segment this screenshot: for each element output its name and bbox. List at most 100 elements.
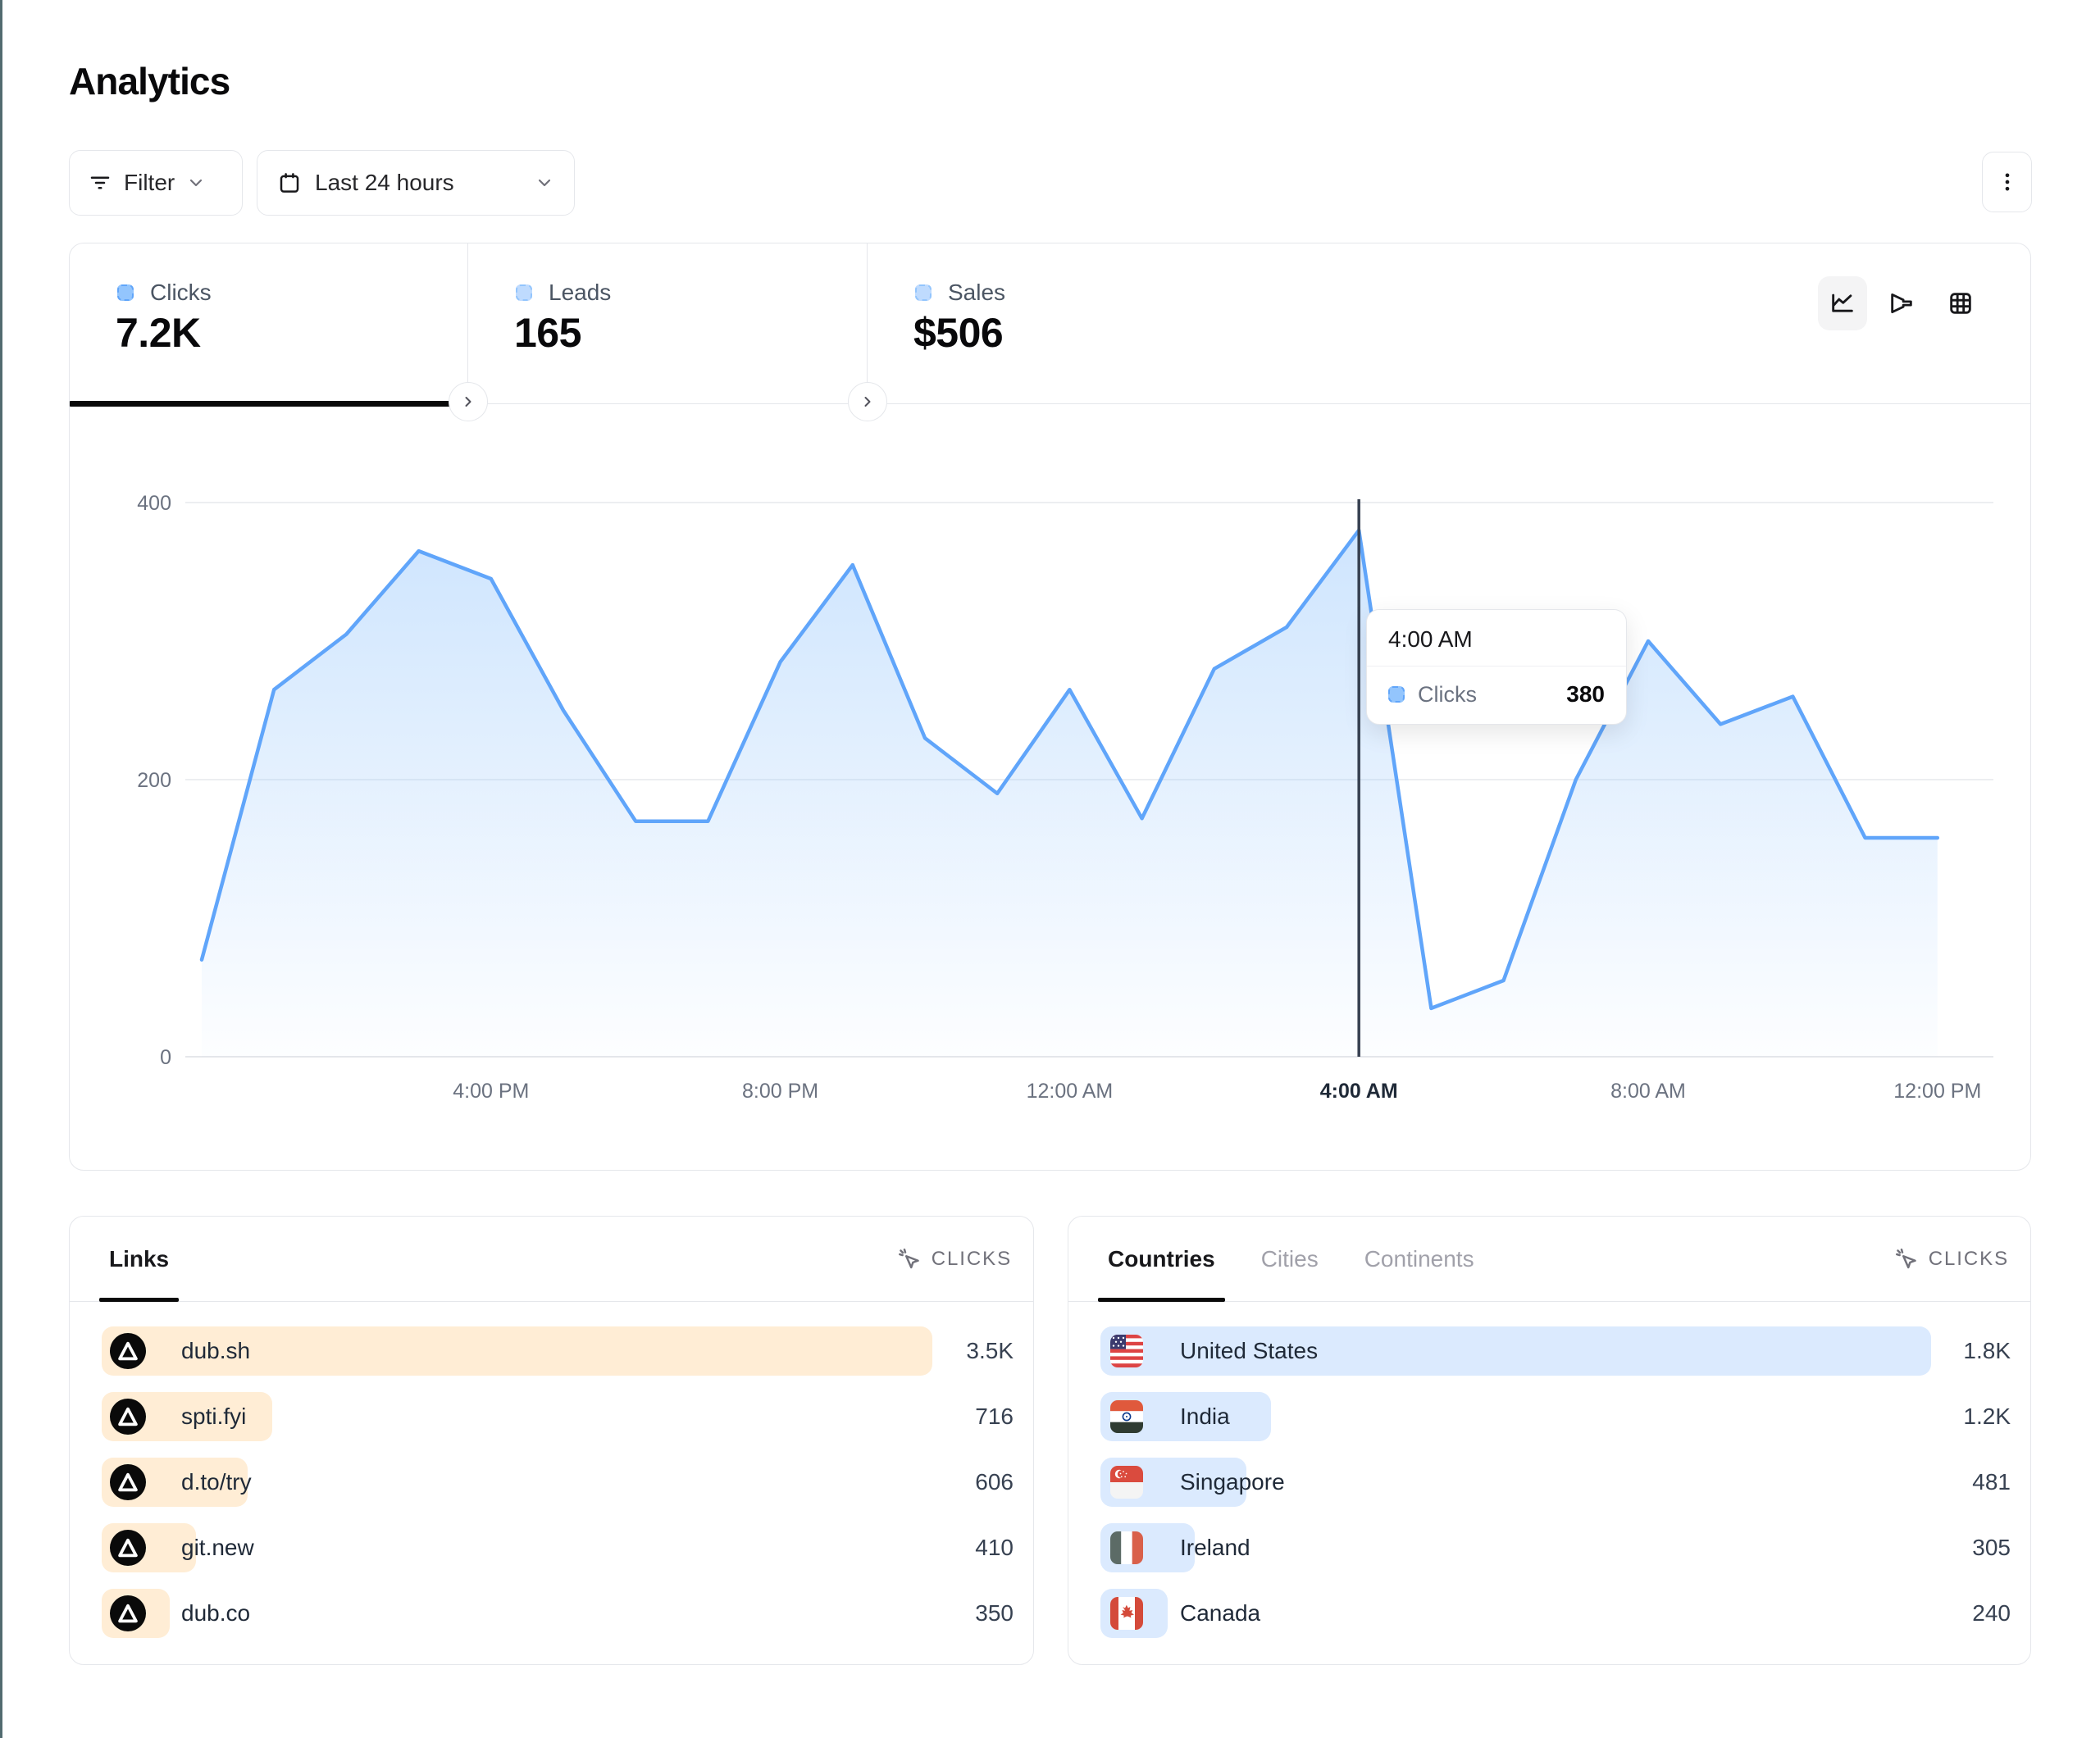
link-row[interactable]: spti.fyi 716: [102, 1392, 1015, 1441]
metric-tabs-row: Clicks 7.2K Leads 165 Sales $506: [70, 243, 2030, 421]
tab-cities-label: Cities: [1260, 1245, 1319, 1272]
kebab-menu-icon: [2005, 173, 2009, 191]
tab-links[interactable]: Links: [99, 1217, 180, 1302]
country-clicks-value: 305: [1972, 1535, 2011, 1560]
country-row[interactable]: Ireland 305: [1100, 1523, 2012, 1572]
tooltip-value: 380: [1566, 681, 1605, 707]
svg-text:12:00 AM: 12:00 AM: [1027, 1080, 1114, 1103]
tab-divider-chevron-button[interactable]: [848, 382, 887, 421]
area-chart-canvas[interactable]: 0 200 400 4:00 PM 8:00 PM 12:00 AM 4:00 AM 8:0…: [70, 394, 2030, 1170]
countries-rows: United States 1.8K India 1.2K Singapore …: [1100, 1326, 2012, 1654]
links-metric-column-header[interactable]: CLICKS: [897, 1247, 1012, 1272]
funnel-icon: [1891, 293, 1912, 314]
link-clicks-value: 716: [975, 1404, 1014, 1429]
tab-underline: [99, 1298, 180, 1302]
sales-series-swatch: [915, 284, 932, 301]
country-label: India: [1180, 1404, 1230, 1429]
link-clicks-value: 3.5K: [966, 1338, 1014, 1363]
countries-panel: Countries Cities Continents CLICKS Unite…: [1068, 1216, 2031, 1665]
page-edge-strip: [0, 0, 2, 1738]
country-row[interactable]: India 1.2K: [1100, 1392, 2012, 1441]
link-row-bar: [102, 1326, 932, 1376]
more-options-button[interactable]: [1982, 152, 2032, 212]
tab-underline: [1098, 1298, 1225, 1302]
links-metric-column-label: CLICKS: [931, 1247, 1012, 1270]
svg-text:8:00 AM: 8:00 AM: [1610, 1080, 1686, 1103]
line-chart-view-button[interactable]: [1818, 276, 1867, 330]
metric-label: Clicks: [150, 280, 212, 305]
svg-text:4:00 PM: 4:00 PM: [453, 1080, 529, 1103]
filter-button[interactable]: Filter: [69, 150, 243, 216]
countries-metric-column-header[interactable]: CLICKS: [1894, 1247, 2009, 1272]
chevron-down-icon: [190, 179, 203, 187]
pointer-click-icon: [898, 1248, 919, 1268]
svg-text:4:00 AM: 4:00 AM: [1320, 1080, 1398, 1103]
chevron-right-icon: [864, 397, 871, 407]
active-tab-underline: [70, 401, 468, 407]
pointer-click-icon: [1895, 1248, 1916, 1268]
metric-label: Leads: [549, 280, 612, 305]
chevron-down-icon: [538, 179, 551, 187]
chevron-right-icon: [465, 397, 471, 407]
svg-text:200: 200: [137, 769, 171, 792]
svg-text:8:00 PM: 8:00 PM: [742, 1080, 818, 1103]
country-label: Canada: [1180, 1600, 1261, 1626]
tab-sales[interactable]: Sales $506: [868, 243, 1278, 403]
link-clicks-value: 606: [975, 1469, 1014, 1495]
country-row[interactable]: Singapore 481: [1100, 1458, 2012, 1507]
chart-tooltip: 4:00 AM Clicks 380: [1366, 609, 1627, 725]
country-clicks-value: 481: [1972, 1469, 2011, 1495]
svg-text:12:00 PM: 12:00 PM: [1893, 1080, 1981, 1103]
tab-leads[interactable]: Leads 165: [468, 243, 868, 403]
links-panel: Links CLICKS dub.sh 3.5K spti.fyi 716: [69, 1216, 1034, 1665]
link-clicks-value: 410: [975, 1535, 1014, 1560]
link-label: d.to/try: [181, 1469, 252, 1495]
svg-text:0: 0: [160, 1046, 171, 1069]
link-row[interactable]: d.to/try 606: [102, 1458, 1015, 1507]
link-label: dub.co: [181, 1600, 251, 1626]
tab-cities[interactable]: Cities: [1261, 1217, 1319, 1301]
funnel-view-button[interactable]: [1877, 276, 1926, 330]
tooltip-series-label: Clicks: [1418, 681, 1477, 707]
link-label: spti.fyi: [181, 1404, 247, 1429]
dub-logo-icon: [110, 1464, 146, 1500]
link-row[interactable]: git.new 410: [102, 1523, 1015, 1572]
chart-view-toggles: [1818, 276, 1985, 330]
metric-value: $506: [913, 310, 1004, 356]
country-row[interactable]: United States 1.8K: [1100, 1326, 2012, 1376]
tab-countries-label: Countries: [1108, 1245, 1215, 1272]
tooltip-time: 4:00 AM: [1367, 610, 1626, 667]
canada-flag: [1110, 1597, 1143, 1630]
tab-links-label: Links: [109, 1245, 170, 1272]
link-label: git.new: [181, 1535, 254, 1560]
link-row[interactable]: dub.co 350: [102, 1589, 1015, 1638]
metric-label: Sales: [948, 280, 1006, 305]
tab-continents-label: Continents: [1364, 1245, 1474, 1272]
tooltip-series-swatch: [1388, 686, 1405, 703]
link-row[interactable]: dub.sh 3.5K: [102, 1326, 1015, 1376]
calendar-icon: [280, 173, 299, 193]
countries-metric-column-label: CLICKS: [1928, 1247, 2009, 1270]
countries-panel-header: Countries Cities Continents CLICKS: [1068, 1217, 2030, 1302]
tab-continents[interactable]: Continents: [1364, 1217, 1474, 1301]
tab-clicks[interactable]: Clicks 7.2K: [70, 243, 468, 407]
link-label: dub.sh: [181, 1338, 251, 1363]
analytics-chart-card: Clicks 7.2K Leads 165 Sales $506: [69, 243, 2031, 1171]
clicks-timeseries-chart[interactable]: 0 200 400 4:00 PM 8:00 PM 12:00 AM 4:00 AM 8:0…: [70, 394, 2030, 1170]
dub-logo-icon: [110, 1333, 146, 1369]
date-range-button[interactable]: Last 24 hours: [257, 150, 575, 216]
tab-divider-chevron-button[interactable]: [449, 382, 488, 421]
clicks-series-swatch: [117, 284, 134, 301]
leads-series-swatch: [516, 284, 532, 301]
country-row[interactable]: Canada 240: [1100, 1589, 2012, 1638]
us-flag: [1110, 1335, 1143, 1367]
country-clicks-value: 1.8K: [1963, 1338, 2011, 1363]
filter-lines-icon: [90, 176, 110, 189]
table-grid-icon: [1950, 293, 1971, 314]
table-view-button[interactable]: [1936, 276, 1985, 330]
tab-countries[interactable]: Countries: [1098, 1217, 1225, 1302]
page-title: Analytics: [69, 60, 230, 102]
ireland-flag: [1110, 1531, 1143, 1564]
country-label: Singapore: [1180, 1469, 1285, 1495]
